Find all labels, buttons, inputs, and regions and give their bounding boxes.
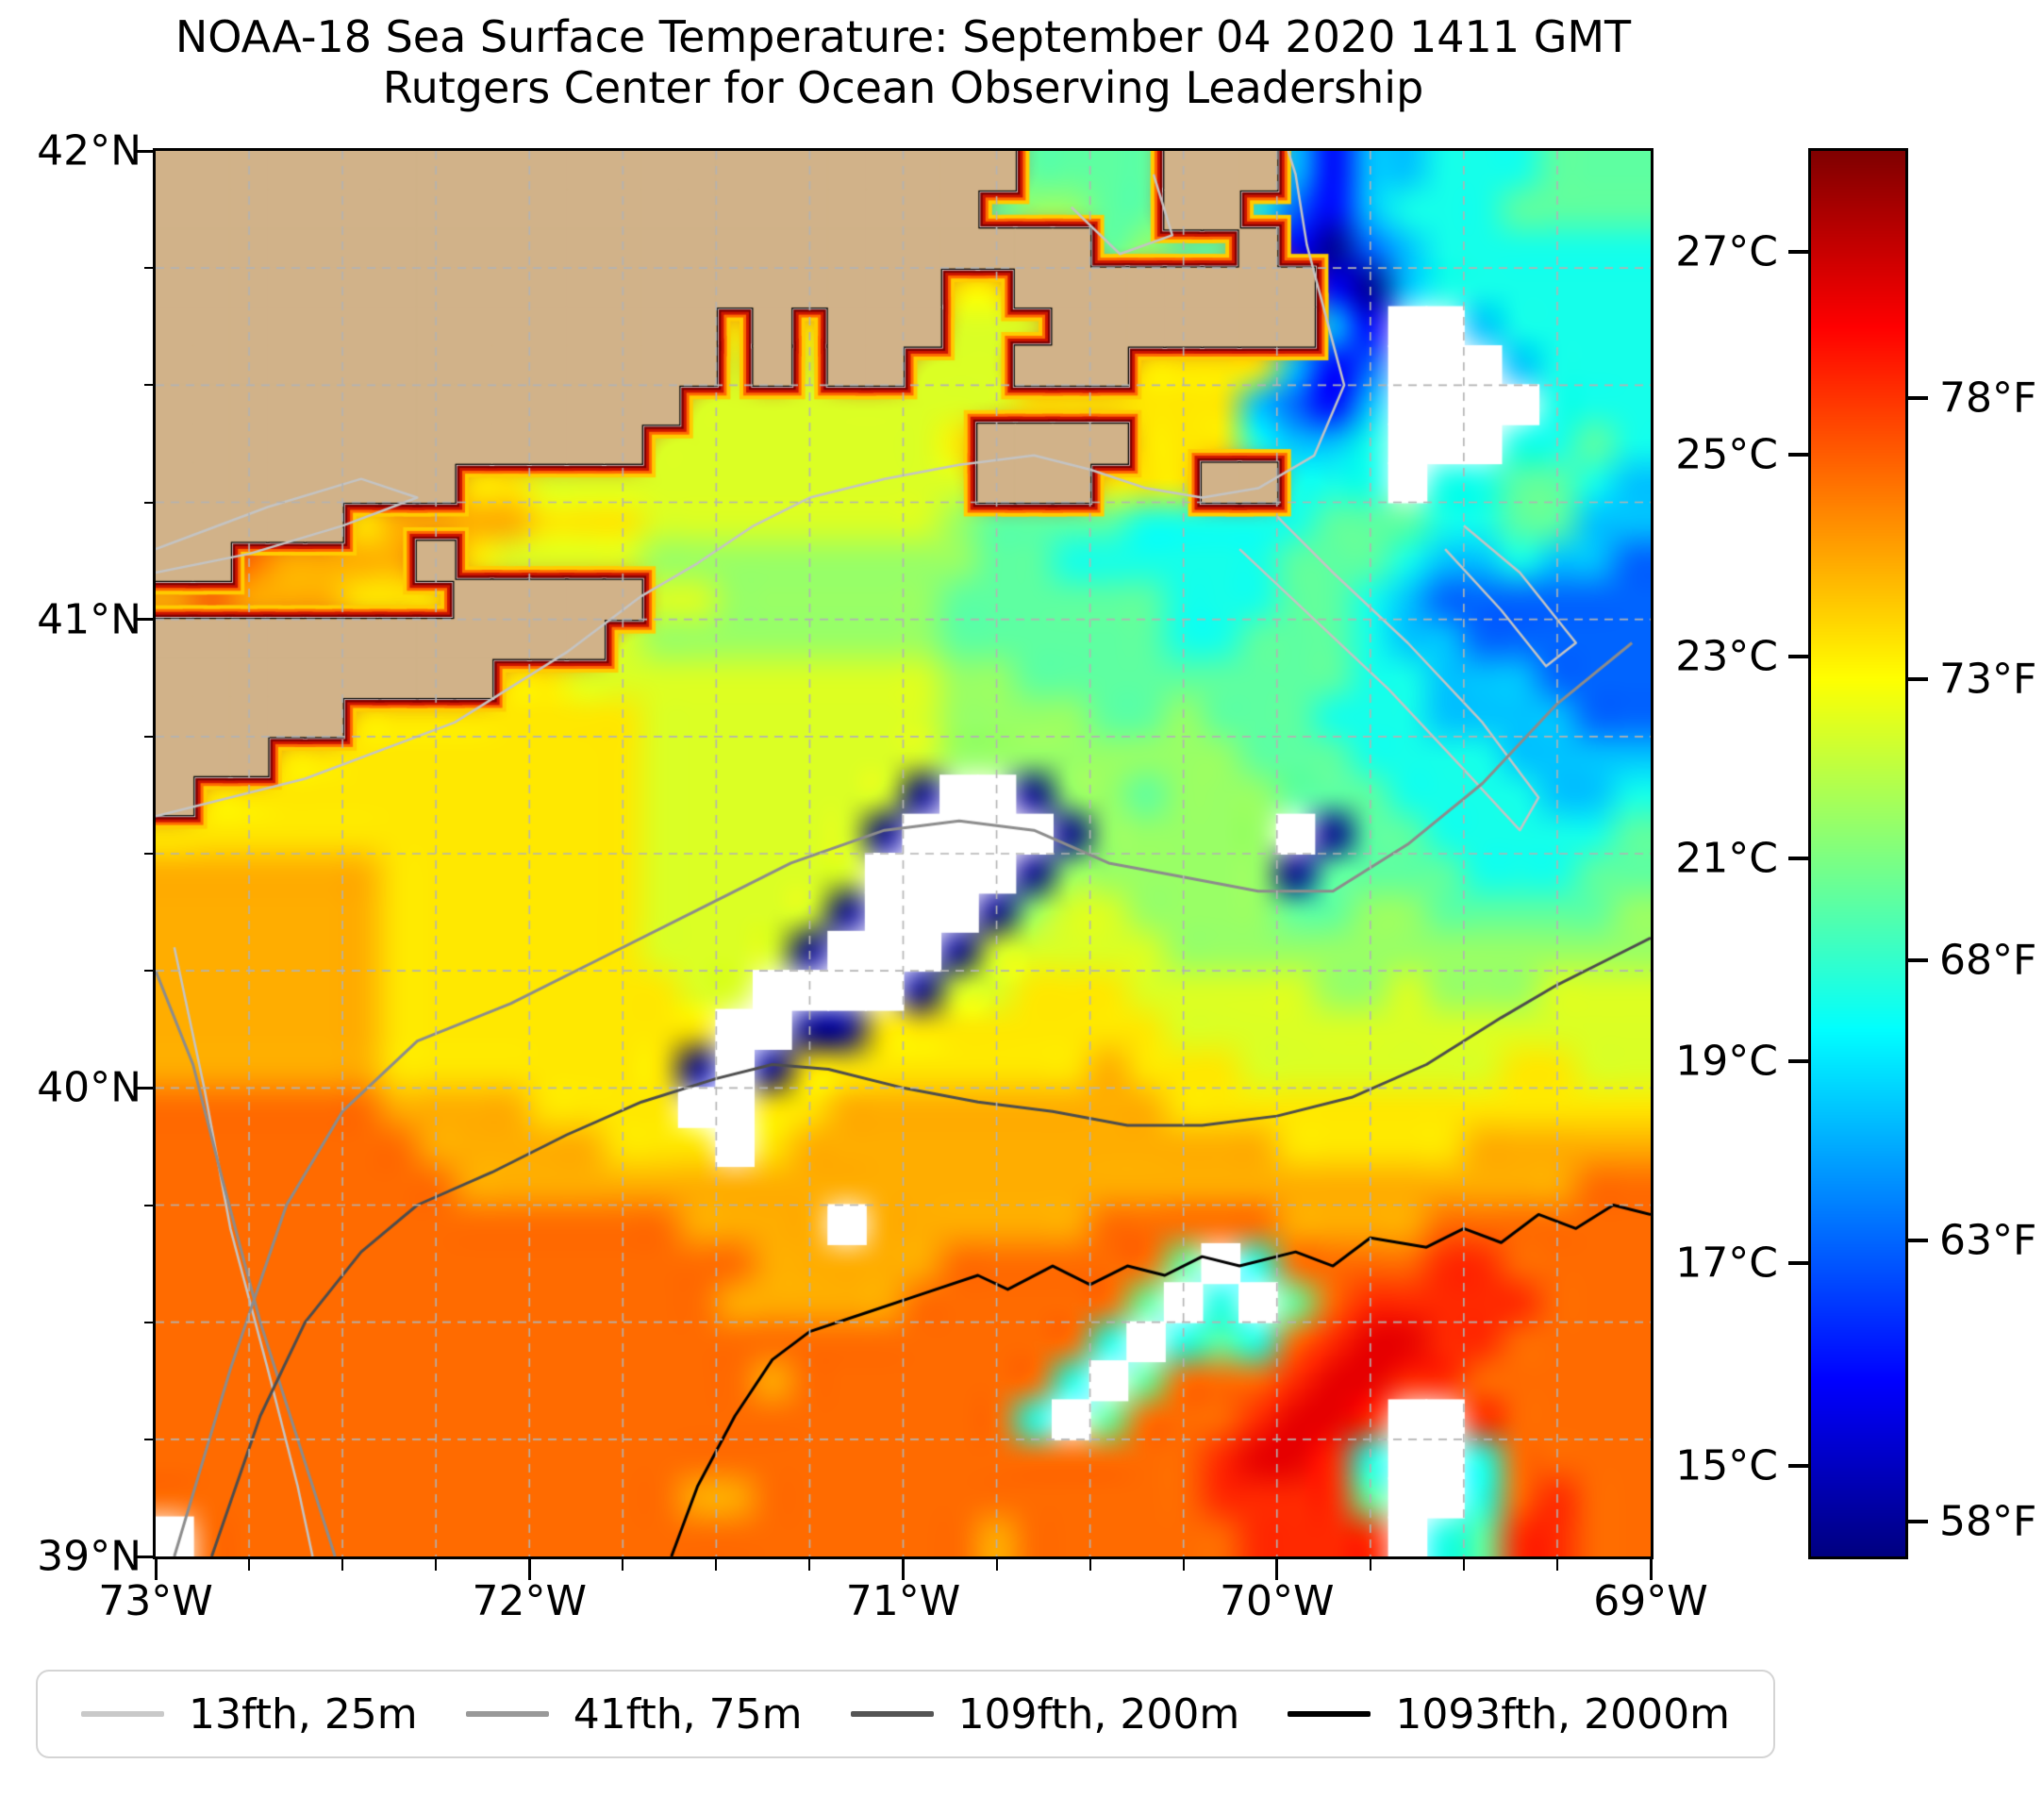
lon-minor-tick: [995, 1559, 998, 1571]
lat-minor-tick: [144, 1204, 156, 1206]
lon-minor-tick: [248, 1559, 251, 1571]
lon-tick-label: 69°W: [1593, 1577, 1708, 1625]
lat-major-tick: [135, 149, 156, 153]
colorbar-celsius-tick: [1788, 1463, 1811, 1468]
lon-minor-tick: [1555, 1559, 1558, 1571]
lat-major-tick: [135, 618, 156, 622]
colorbar-celsius-tick: [1788, 654, 1811, 658]
lat-minor-tick: [144, 267, 156, 270]
lon-minor-tick: [715, 1559, 718, 1571]
colorbar-celsius-label: 25°C: [1675, 430, 1778, 479]
legend-item-label: 1093fth, 2000m: [1395, 1689, 1730, 1739]
legend-item: 41fth, 75m: [465, 1689, 803, 1739]
figure-subtitle: Rutgers Center for Ocean Observing Leade…: [382, 62, 1424, 113]
lat-minor-tick: [144, 384, 156, 387]
lon-tick-label: 73°W: [98, 1577, 213, 1625]
lat-minor-tick: [144, 1438, 156, 1440]
lon-major-tick: [1649, 1559, 1653, 1580]
legend-item-label: 13fth, 25m: [189, 1689, 418, 1739]
legend-item-label: 109fth, 200m: [957, 1689, 1240, 1739]
colorbar-celsius-tick: [1788, 250, 1811, 255]
lon-tick-label: 70°W: [1220, 1577, 1335, 1625]
lat-major-tick: [135, 1555, 156, 1558]
lon-minor-tick: [1369, 1559, 1371, 1571]
legend-contour-line-sample: [465, 1711, 549, 1717]
lon-minor-tick: [341, 1559, 344, 1571]
legend-item: 13fth, 25m: [81, 1690, 418, 1739]
colorbar-celsius-label: 27°C: [1675, 227, 1778, 276]
lat-tick-label: 42°N: [37, 126, 141, 175]
legend-contour-line-sample: [81, 1711, 164, 1717]
colorbar-fahrenheit-label: 78°F: [1939, 374, 2037, 423]
colorbar-fahrenheit-label: 73°F: [1939, 655, 2037, 704]
colorbar-fahrenheit-tick: [1905, 395, 1928, 400]
lat-major-tick: [135, 1086, 156, 1090]
legend-item-label: 41fth, 75m: [573, 1689, 803, 1739]
lat-minor-tick: [144, 735, 156, 738]
lon-minor-tick: [1088, 1559, 1091, 1571]
lat-tick-label: 39°N: [37, 1532, 141, 1581]
lon-major-tick: [154, 1559, 158, 1580]
colorbar-celsius-tick: [1788, 857, 1811, 861]
legend-item: 109fth, 200m: [850, 1689, 1240, 1739]
lon-major-tick: [527, 1559, 531, 1580]
figure-title: NOAA-18 Sea Surface Temperature: Septemb…: [174, 11, 1632, 62]
colorbar-fahrenheit-tick: [1905, 676, 1928, 681]
colorbar-celsius-label: 17°C: [1675, 1239, 1778, 1288]
lon-minor-tick: [1182, 1559, 1185, 1571]
colorbar-fahrenheit-label: 68°F: [1939, 936, 2037, 985]
lat-minor-tick: [144, 501, 156, 504]
legend-contour-line-sample: [850, 1711, 934, 1717]
figure-title-block: NOAA-18 Sea Surface Temperature: Septemb…: [156, 11, 1651, 113]
lon-minor-tick: [808, 1559, 811, 1571]
colorbar-celsius-tick: [1788, 1261, 1811, 1266]
colorbar-fahrenheit-tick: [1905, 1239, 1928, 1243]
lat-minor-tick: [144, 970, 156, 973]
lon-minor-tick: [435, 1559, 438, 1571]
lon-major-tick: [1275, 1559, 1279, 1580]
colorbar-celsius-tick: [1788, 1058, 1811, 1063]
lon-minor-tick: [622, 1559, 624, 1571]
lon-tick-label: 72°W: [472, 1577, 588, 1625]
colorbar-fahrenheit-tick: [1905, 1520, 1928, 1524]
legend-item: 1093fth, 2000m: [1288, 1690, 1730, 1739]
colorbar-celsius-label: 19°C: [1675, 1037, 1778, 1086]
lat-tick-label: 41°N: [37, 595, 141, 644]
colorbar-celsius-label: 21°C: [1675, 834, 1778, 883]
lon-major-tick: [902, 1559, 905, 1580]
lat-minor-tick: [144, 853, 156, 855]
depth-contour-legend: 13fth, 25m 41fth, 75m 109fth, 200m 1093fth,…: [36, 1670, 1775, 1758]
colorbar-fahrenheit-label: 58°F: [1939, 1497, 2037, 1546]
colorbar-fahrenheit-label: 63°F: [1939, 1216, 2037, 1265]
legend-contour-line-sample: [1288, 1711, 1371, 1717]
lat-tick-label: 40°N: [37, 1063, 141, 1112]
colorbar-celsius-label: 23°C: [1675, 632, 1778, 681]
lon-minor-tick: [1462, 1559, 1465, 1571]
colorbar-canvas: [1808, 148, 1908, 1559]
lon-tick-label: 71°W: [845, 1577, 961, 1625]
colorbar-fahrenheit-tick: [1905, 957, 1928, 962]
lat-minor-tick: [144, 1321, 156, 1323]
sst-map-canvas: [153, 148, 1653, 1559]
colorbar-celsius-label: 15°C: [1675, 1441, 1778, 1490]
colorbar-celsius-tick: [1788, 452, 1811, 457]
